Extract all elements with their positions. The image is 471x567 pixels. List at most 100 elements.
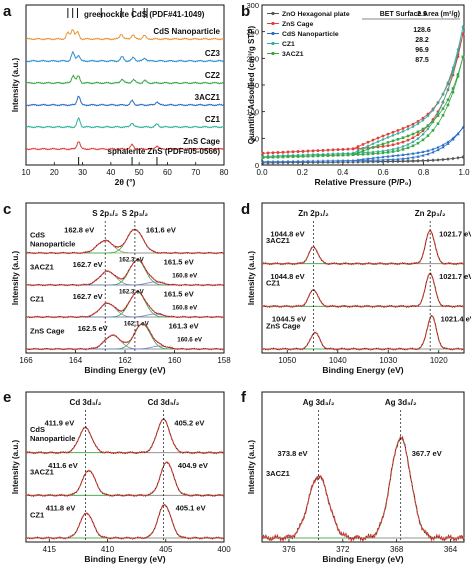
isotherm-point (446, 87, 450, 91)
isotherm-point (411, 136, 415, 140)
panel-d-header-right: Zn 2p₃/₂ (415, 209, 446, 218)
panel-f-ylabel: Intensity (a.u.) (247, 440, 256, 495)
xps-fit-line (25, 417, 225, 455)
x-tick-label: 1.0 (458, 168, 470, 177)
xps-peak-label: 160.8 eV (172, 305, 198, 312)
isotherm-point (411, 151, 415, 155)
isotherm-point (371, 142, 375, 146)
panel-letter-e: e (3, 389, 11, 406)
panel-letter-c: c (3, 201, 11, 218)
isotherm-point (356, 145, 360, 148)
isotherm-point (356, 151, 360, 155)
x-tick-label: 405 (159, 545, 173, 554)
xps-component (262, 331, 464, 350)
x-tick-label: 0.8 (418, 168, 430, 177)
xps-sample-label: Nanoparticle (30, 434, 75, 443)
xps-peak-label: 161.5 eV (164, 290, 194, 299)
isotherm-point (306, 154, 310, 158)
x-tick-label: 60 (163, 168, 172, 177)
xrd-line (25, 95, 225, 107)
isotherm-point (406, 152, 410, 156)
isotherm-point (301, 159, 305, 163)
panel-d-xticks: 1050 1040 1030 1020 (278, 350, 448, 365)
xps-fit-line (261, 229, 465, 266)
xps-peak-label: 162.3 eV (119, 288, 145, 295)
panel-a-reference-top: greenockite CdS (PDF#41-1049) (67, 8, 205, 19)
isotherm-point (406, 146, 410, 150)
isotherm-point (366, 158, 370, 162)
x-tick-label: 164 (69, 356, 83, 365)
isotherm-point (441, 107, 445, 111)
isotherm-point (461, 125, 465, 129)
isotherm-point (436, 145, 440, 149)
isotherm-point (411, 159, 415, 163)
isotherm-point (321, 154, 325, 157)
x-tick-label: 376 (282, 545, 296, 554)
xps-peak-label: 160.6 eV (177, 337, 203, 344)
xps-component (262, 289, 464, 307)
isotherm-point (406, 138, 410, 142)
isotherm-point (286, 155, 290, 159)
isotherm-point (341, 147, 345, 151)
isotherm-point (406, 156, 410, 160)
panel-a-ylabel: Intensity (a.u.) (11, 58, 20, 113)
x-tick-label: 1030 (379, 356, 397, 365)
xrd-series-label: ZnS Cage (183, 137, 220, 146)
isotherm-point (356, 147, 360, 150)
isotherm-point (371, 158, 375, 162)
isotherm-point (391, 147, 395, 152)
xps-component (262, 246, 464, 265)
legend-bet-value: 96.9 (415, 47, 429, 54)
isotherm-point (321, 159, 325, 163)
isotherm-point (351, 158, 355, 162)
legend-marker (271, 11, 275, 16)
isotherm-series (261, 125, 465, 163)
isotherm-point (281, 159, 285, 163)
xrd-series-label: CZ3 (205, 49, 221, 58)
isotherm-point (446, 98, 450, 102)
legend-marker (271, 51, 275, 56)
isotherm-point (456, 131, 460, 135)
isotherm-point (291, 150, 295, 154)
x-tick-label: 158 (217, 356, 231, 365)
isotherm-point (266, 156, 270, 159)
isotherm-point (391, 139, 395, 143)
panel-c-xlabel: Binding Energy (eV) (84, 365, 165, 375)
isotherm-point (456, 75, 460, 78)
isotherm-point (376, 152, 380, 155)
isotherm-point (436, 158, 440, 162)
isotherm-point (451, 87, 455, 90)
panel-f-xticks: 376 372 368 364 (282, 539, 458, 554)
isotherm-point (421, 132, 425, 136)
xrd-series-label: CZ2 (205, 71, 221, 80)
panel-a-xlabel: 2θ (°) (115, 177, 136, 187)
isotherm-point (286, 150, 290, 154)
isotherm-point (376, 139, 380, 144)
panel-a-reference-bottom: sphalerite ZnS (PDF#05-0566) (78, 147, 220, 165)
panel-a-xticks: 10 20 30 40 50 60 70 80 (22, 162, 229, 177)
xps-peak-label: 160.8 eV (172, 273, 198, 280)
isotherm-point (331, 152, 335, 156)
xps-sample-label: 3ACZ1 (266, 236, 290, 245)
legend-label: CZ1 (282, 41, 295, 48)
isotherm-point (341, 159, 345, 162)
isotherm-point (401, 159, 405, 163)
isotherm-point (391, 130, 395, 134)
x-tick-label: 1040 (329, 356, 347, 365)
isotherm-point (421, 158, 425, 163)
isotherm-point (361, 142, 365, 146)
isotherm-point (411, 132, 415, 136)
isotherm-line (262, 56, 464, 158)
isotherm-point (301, 149, 305, 153)
isotherm-point (396, 131, 400, 136)
isotherm-point (401, 140, 405, 144)
xps-spectrum: CZ1 162.7 eV 162.3 eV 161.5 eV 160.8 eV (25, 288, 225, 319)
isotherm-point (446, 103, 450, 107)
x-tick-label: 364 (444, 545, 458, 554)
isotherm-point (441, 157, 445, 162)
isotherm-point (376, 136, 380, 140)
panel-b-yticks: 0 50 100 150 200 250 300 (246, 1, 265, 170)
isotherm-point (311, 154, 315, 158)
